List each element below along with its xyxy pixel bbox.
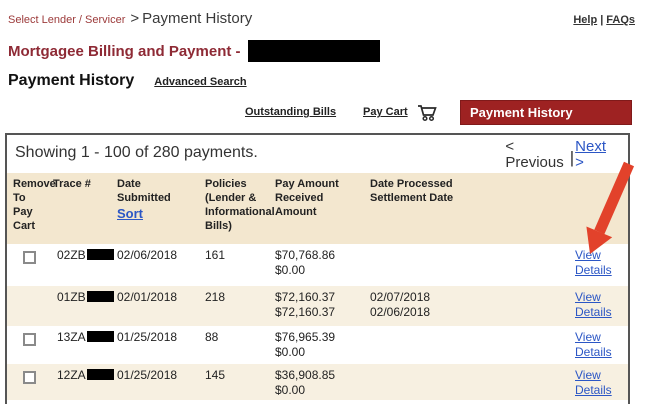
table-row: 13ZA 01/25/2018 88 $76,965.39 $0.00 View…: [7, 326, 628, 364]
pay-received-amounts: $72,160.37 $72,160.37: [275, 290, 336, 319]
processed-settlement-dates: 02/07/2018 02/06/2018: [370, 290, 431, 319]
table-row: 11ZA015 01/10/2018 110 $29,877.06 01/24/…: [7, 400, 628, 404]
date-submitted: 01/10/2018: [111, 400, 199, 404]
remove-checkbox[interactable]: [23, 251, 36, 264]
table-row: 02ZB 02/06/2018 161 $70,768.86 $0.00 Vie…: [7, 244, 628, 286]
redacted-trace: [86, 369, 114, 380]
col-date-submitted-label: Date Submitted: [117, 178, 171, 204]
help-divider: |: [600, 14, 604, 26]
payments-table: Remove To Pay Cart Trace # Date Submitte…: [7, 173, 628, 404]
results-bar: Showing 1 - 100 of 280 payments. < Previ…: [7, 135, 628, 173]
processed-settlement-dates: [364, 364, 569, 400]
pagination: < Previous | Next >: [505, 139, 606, 171]
previous-symbol: <: [505, 138, 515, 155]
next-link[interactable]: Next: [575, 138, 606, 155]
date-submitted: 01/25/2018: [117, 330, 178, 344]
previous-button: < Previous: [505, 139, 563, 171]
faqs-link[interactable]: FAQs: [606, 14, 635, 26]
view-details-link[interactable]: View Details: [575, 248, 612, 277]
trace-number: 13ZA: [47, 326, 114, 364]
processed-settlement-dates: [364, 244, 569, 286]
section-heading-row: Payment History Advanced Search: [8, 72, 247, 90]
breadcrumb-separator: >: [130, 10, 140, 27]
red-arrow-annotation: [586, 161, 635, 254]
date-submitted: 02/01/2018: [117, 290, 178, 304]
tab-pay-cart[interactable]: Pay Cart: [363, 106, 408, 118]
pay-received-amounts: $29,877.06: [269, 400, 364, 404]
table-row: 01ZB 02/01/2018 218 $72,160.37 $72,160.3…: [7, 286, 628, 326]
breadcrumb: Select Lender / Servicer > Payment History: [8, 10, 252, 28]
tab-payment-history-active[interactable]: Payment History: [460, 100, 632, 125]
trace-number: 01ZB: [47, 286, 114, 326]
redacted-trace: [86, 291, 114, 302]
trace-number: 11ZA015: [47, 400, 111, 404]
tabs-row: Outstanding Bills Pay Cart Payment Histo…: [0, 100, 645, 126]
view-details-link[interactable]: View Details: [575, 368, 612, 397]
redacted-lender-name: [247, 40, 380, 62]
processed-settlement-dates: 01/24/2018: [364, 400, 569, 404]
help-links: Help | FAQs: [573, 14, 635, 26]
previous-label: Previous: [505, 154, 564, 171]
next-button[interactable]: Next >: [575, 139, 606, 171]
breadcrumb-current-page: Payment History: [142, 10, 253, 27]
tab-outstanding-bills[interactable]: Outstanding Bills: [245, 106, 337, 118]
col-policies: Policies (Lender & Informational Bills): [205, 178, 275, 232]
col-pay-amount: Pay Amount Received Amount: [275, 178, 339, 218]
col-date-submitted: Date Submitted Sort: [111, 173, 199, 244]
trace-number: 02ZB: [47, 244, 114, 286]
results-count: Showing 1 - 100 of 280 payments.: [15, 144, 258, 161]
remove-checkbox[interactable]: [23, 371, 36, 384]
payment-history-table: Showing 1 - 100 of 280 payments. < Previ…: [5, 133, 630, 404]
topbar: Select Lender / Servicer > Payment History…: [8, 10, 635, 28]
trace-number: 12ZA: [47, 364, 114, 400]
col-date-processed: Date Processed Settlement Date: [370, 178, 454, 204]
pay-received-amounts: $76,965.39 $0.00: [275, 330, 336, 359]
redacted-trace: [86, 249, 114, 260]
policies-count: 110: [199, 400, 269, 404]
redacted-trace: [86, 331, 114, 342]
shopping-cart-icon[interactable]: [417, 104, 439, 122]
policies-count: 145: [205, 368, 226, 382]
policies-count: 218: [205, 290, 226, 304]
sort-link[interactable]: Sort: [117, 206, 143, 221]
pay-received-amounts: $36,908.85 $0.00: [275, 368, 336, 397]
pay-received-amounts: $70,768.86 $0.00: [275, 248, 336, 277]
policies-count: 88: [205, 330, 219, 344]
page-title-row: Mortgagee Billing and Payment -: [8, 40, 380, 62]
view-details-link[interactable]: View Details: [575, 290, 612, 319]
table-header-row: Remove To Pay Cart Trace # Date Submitte…: [7, 173, 628, 244]
date-submitted: 01/25/2018: [117, 368, 178, 382]
help-link[interactable]: Help: [573, 14, 598, 26]
section-title: Payment History: [8, 72, 135, 89]
view-details-link[interactable]: View Details: [575, 330, 612, 359]
table-row: 12ZA 01/25/2018 145 $36,908.85 $0.00 Vie…: [7, 364, 628, 400]
col-trace: Trace #: [53, 178, 91, 190]
breadcrumb-select-lender-link[interactable]: Select Lender / Servicer: [8, 14, 126, 26]
advanced-search-link[interactable]: Advanced Search: [154, 76, 247, 88]
pager-divider: |: [569, 148, 575, 167]
policies-count: 161: [205, 248, 226, 262]
date-submitted: 02/06/2018: [117, 248, 178, 262]
col-remove-to-pay-cart: Remove To Pay Cart: [13, 178, 56, 232]
next-symbol: >: [575, 154, 584, 171]
page-title: Mortgagee Billing and Payment -: [8, 42, 241, 60]
processed-settlement-dates: [364, 326, 569, 364]
remove-checkbox[interactable]: [23, 333, 36, 346]
